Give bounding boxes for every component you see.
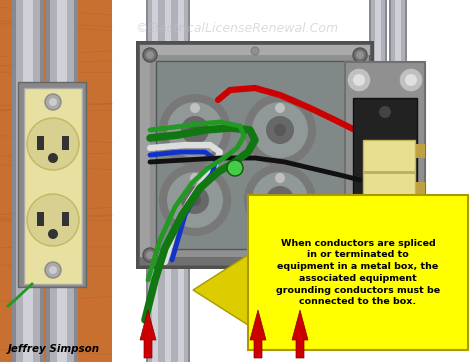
Circle shape	[167, 172, 223, 228]
Circle shape	[48, 229, 58, 239]
Circle shape	[244, 94, 316, 166]
Circle shape	[353, 258, 365, 270]
Polygon shape	[250, 310, 266, 358]
Bar	[148, 0, 162, 362]
Circle shape	[181, 116, 209, 144]
Bar	[161, 0, 175, 362]
Bar	[363, 140, 415, 204]
Circle shape	[189, 194, 201, 206]
Circle shape	[190, 173, 200, 183]
Bar	[156, 61, 354, 249]
Circle shape	[353, 48, 367, 62]
Bar	[172, 0, 190, 362]
Bar	[37, 136, 44, 150]
Circle shape	[143, 248, 157, 262]
Bar	[136, 41, 374, 269]
Bar	[18, 82, 86, 287]
Bar	[375, 0, 381, 180]
Circle shape	[399, 252, 423, 276]
Polygon shape	[292, 310, 308, 358]
Polygon shape	[193, 255, 248, 325]
Circle shape	[190, 103, 200, 113]
Bar	[57, 0, 67, 362]
Circle shape	[189, 124, 201, 136]
Text: ©ElectricalLicenseRenewal.Com: ©ElectricalLicenseRenewal.Com	[136, 22, 338, 35]
Bar	[23, 0, 33, 362]
Circle shape	[244, 164, 316, 236]
Circle shape	[181, 186, 209, 214]
Bar	[62, 136, 69, 150]
Circle shape	[266, 186, 294, 214]
Circle shape	[251, 47, 259, 55]
Circle shape	[167, 102, 223, 158]
Circle shape	[274, 194, 286, 206]
Bar	[46, 0, 78, 362]
Bar	[174, 0, 188, 362]
Bar	[24, 88, 82, 284]
Circle shape	[251, 255, 259, 263]
Bar	[12, 0, 44, 362]
Circle shape	[227, 160, 243, 176]
Polygon shape	[140, 310, 156, 358]
Circle shape	[399, 68, 423, 92]
Bar	[140, 45, 370, 265]
Bar	[389, 0, 407, 180]
Bar	[62, 212, 69, 226]
Circle shape	[252, 102, 308, 158]
Bar	[16, 0, 40, 362]
Circle shape	[146, 51, 154, 59]
Circle shape	[49, 266, 57, 274]
Text: Jeffrey Simpson: Jeffrey Simpson	[8, 344, 100, 354]
Circle shape	[146, 251, 154, 259]
Circle shape	[48, 153, 58, 163]
Circle shape	[275, 103, 285, 113]
Circle shape	[45, 262, 61, 278]
Bar	[140, 257, 370, 265]
Circle shape	[27, 194, 79, 246]
Bar	[152, 0, 158, 362]
Bar	[140, 45, 150, 265]
Circle shape	[45, 94, 61, 110]
Bar	[0, 0, 112, 362]
Bar	[395, 0, 401, 180]
Circle shape	[405, 258, 417, 270]
Circle shape	[159, 94, 231, 166]
Circle shape	[27, 118, 79, 170]
Bar	[159, 0, 177, 362]
Circle shape	[353, 248, 367, 262]
Circle shape	[353, 74, 365, 86]
Bar	[369, 0, 387, 180]
Text: When conductors are spliced
in or terminated to
equipment in a metal box, the
as: When conductors are spliced in or termin…	[276, 239, 440, 307]
Bar	[248, 195, 468, 350]
Bar	[363, 171, 415, 174]
Circle shape	[49, 98, 57, 106]
Bar	[178, 0, 184, 362]
Circle shape	[252, 172, 308, 228]
Bar	[353, 98, 417, 246]
Bar	[345, 62, 425, 282]
Circle shape	[275, 173, 285, 183]
Bar	[413, 182, 425, 196]
Bar	[146, 0, 164, 362]
Bar	[50, 0, 74, 362]
Circle shape	[356, 51, 364, 59]
Circle shape	[159, 164, 231, 236]
Bar	[140, 45, 370, 55]
Circle shape	[379, 226, 391, 238]
Bar	[413, 144, 425, 158]
Circle shape	[347, 252, 371, 276]
Circle shape	[266, 116, 294, 144]
Bar	[371, 0, 385, 180]
Circle shape	[274, 124, 286, 136]
Circle shape	[143, 48, 157, 62]
Bar	[37, 212, 44, 226]
Circle shape	[405, 74, 417, 86]
Circle shape	[379, 106, 391, 118]
Circle shape	[347, 68, 371, 92]
Bar	[391, 0, 405, 180]
Circle shape	[356, 251, 364, 259]
Bar	[165, 0, 171, 362]
